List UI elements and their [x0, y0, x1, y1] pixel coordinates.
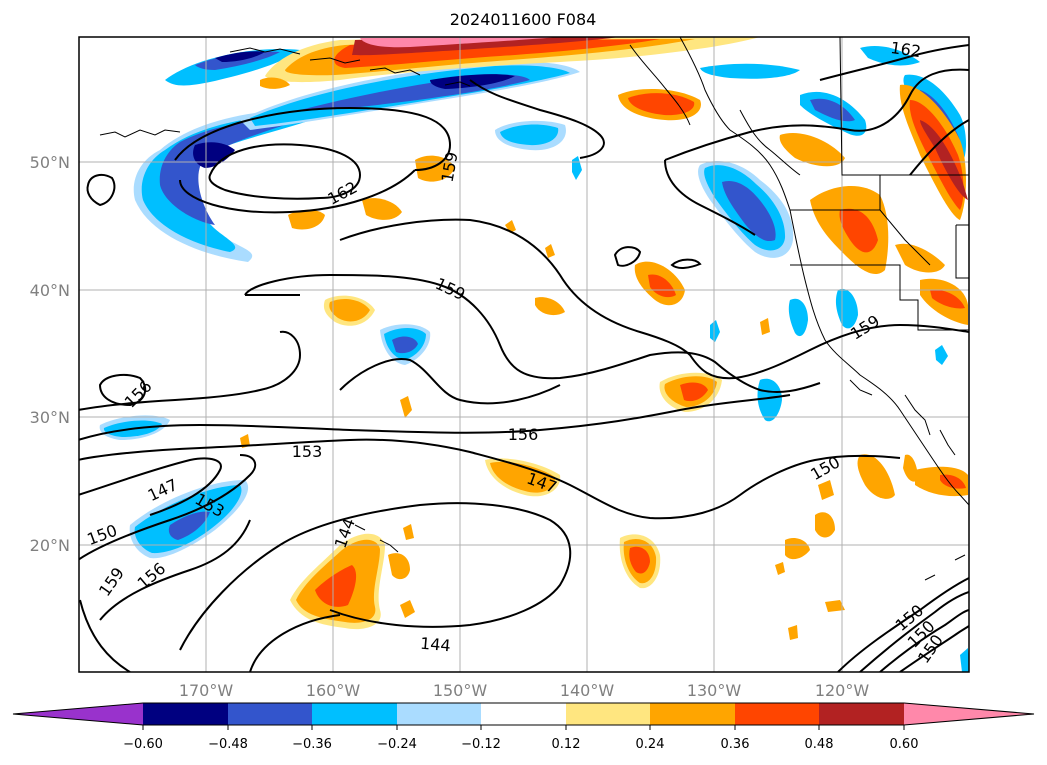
colorbar-tick-label: −0.36	[292, 737, 332, 752]
colorbar-tick-label: −0.60	[123, 737, 163, 752]
positive-shading	[240, 37, 968, 640]
lat-label: 50°N	[30, 153, 70, 172]
lon-label: 150°W	[433, 681, 488, 700]
contour-label: 156	[508, 425, 539, 444]
longitude-labels: 170°W 160°W 150°W 140°W 130°W 120°W	[179, 681, 870, 700]
map-frame	[78, 36, 970, 673]
colorbar-tick-label: 0.12	[552, 737, 581, 752]
map-title: 2024011600 F084	[450, 10, 597, 29]
contour-label: 162	[889, 38, 922, 61]
lon-label: 120°W	[815, 681, 870, 700]
colorbar-segment	[312, 703, 397, 725]
lat-label: 40°N	[30, 281, 70, 300]
colorbar-segment	[143, 703, 228, 725]
colorbar: −0.60 −0.48 −0.36 −0.24 −0.12 0.12 0.24 …	[12, 702, 1035, 752]
latitude-labels: 50°N 40°N 30°N 20°N	[30, 153, 70, 555]
colorbar-segment	[566, 703, 650, 725]
lat-label: 20°N	[30, 536, 70, 555]
colorbar-tick-label: 0.60	[890, 737, 919, 752]
colorbar-segment	[481, 703, 566, 725]
colorbar-tick-label: −0.12	[461, 737, 501, 752]
lon-label: 160°W	[306, 681, 361, 700]
colorbar-ticks	[142, 725, 905, 730]
map-plot-area: 162 162 159 159 159 159 156 156 156 153 …	[79, 37, 969, 672]
colorbar-segment	[650, 703, 735, 725]
coastlines	[99, 37, 969, 581]
colorbar-left-extend	[13, 703, 143, 725]
colorbar-tick-label: −0.24	[377, 737, 417, 752]
height-contours	[79, 44, 969, 672]
contour-label: 144	[419, 634, 451, 656]
lat-label: 30°N	[30, 408, 70, 427]
colorbar-tick-label: 0.48	[805, 737, 834, 752]
colorbar-segment	[819, 703, 904, 725]
colorbar-tick-label: 0.36	[721, 737, 750, 752]
lon-label: 140°W	[560, 681, 615, 700]
colorbar-right-extend	[904, 703, 1034, 725]
colorbar-segment	[735, 703, 819, 725]
colorbar-tick-label: 0.24	[636, 737, 665, 752]
colorbar-segment	[397, 703, 481, 725]
lon-label: 130°W	[687, 681, 742, 700]
colorbar-segment	[228, 703, 312, 725]
contour-label: 153	[292, 442, 323, 461]
lon-label: 170°W	[179, 681, 234, 700]
colorbar-tick-label: −0.48	[208, 737, 248, 752]
